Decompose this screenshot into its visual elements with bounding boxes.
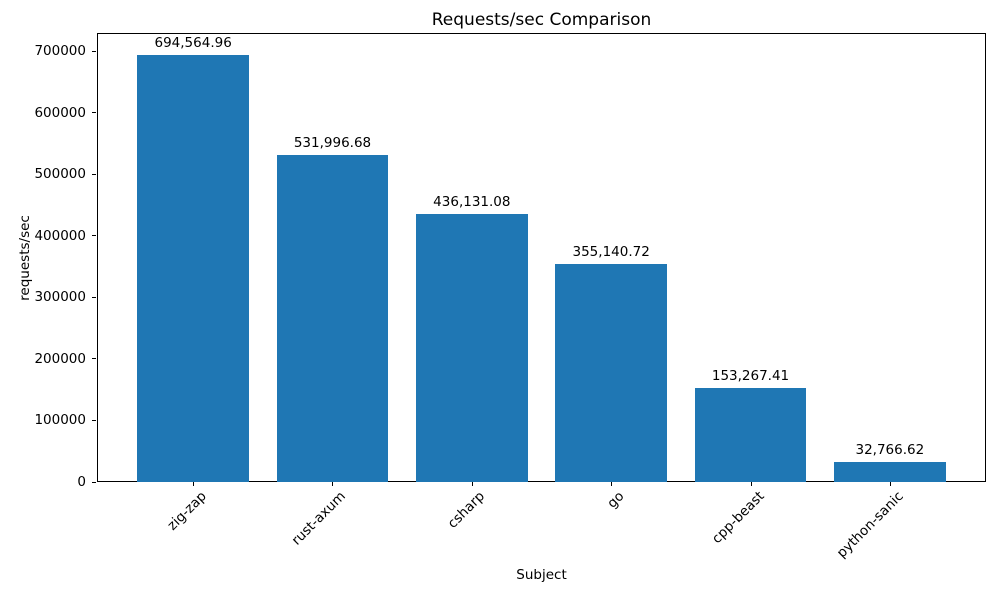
x-tick-mark	[332, 482, 334, 486]
y-axis-label: requests/sec	[17, 215, 33, 301]
y-tick-label: 0	[77, 474, 86, 490]
y-tick-mark	[92, 173, 96, 175]
x-axis-label: Subject	[516, 567, 567, 583]
x-tick-mark	[193, 482, 195, 486]
plot-area	[97, 33, 986, 482]
y-tick-label: 600000	[34, 104, 86, 121]
y-tick-mark	[92, 235, 96, 237]
y-tick-mark	[92, 296, 96, 298]
x-tick-label: zig-zap	[164, 488, 210, 534]
x-tick-mark	[750, 482, 752, 486]
y-tick-label: 100000	[34, 412, 86, 429]
x-tick-mark	[471, 482, 473, 486]
y-tick-label: 400000	[34, 227, 86, 244]
x-tick-mark	[611, 482, 613, 486]
x-tick-mark	[889, 482, 891, 486]
x-tick-label: rust-axum	[288, 488, 350, 549]
y-tick-mark	[92, 50, 96, 52]
x-tick-label: python-sanic	[833, 488, 907, 562]
y-tick-label: 500000	[34, 166, 86, 183]
y-tick-label: 200000	[34, 350, 86, 367]
y-tick-mark	[92, 112, 96, 114]
x-tick-label: cpp-beast	[708, 488, 768, 547]
y-tick-label: 700000	[34, 43, 86, 60]
y-tick-mark	[92, 419, 96, 421]
chart-title: Requests/sec Comparison	[431, 10, 652, 30]
x-tick-label: go	[604, 488, 628, 512]
x-tick-label: csharp	[445, 488, 489, 532]
y-tick-mark	[92, 358, 96, 360]
y-tick-mark	[92, 481, 96, 483]
y-tick-label: 300000	[34, 289, 86, 306]
